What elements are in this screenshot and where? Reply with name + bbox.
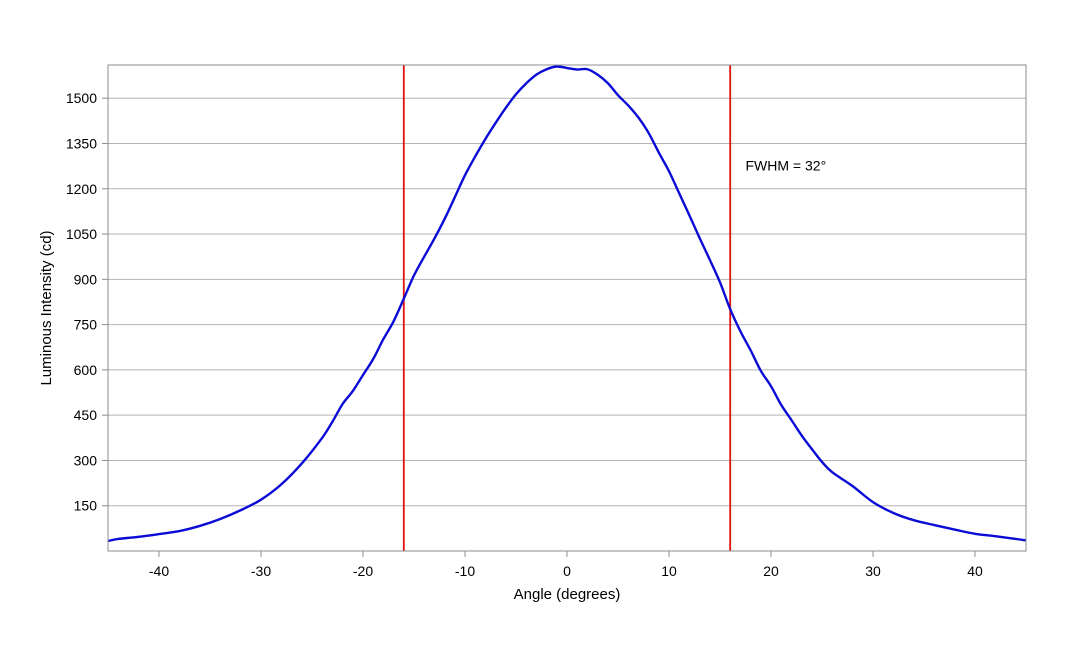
y-tick-label: 1200 — [66, 181, 97, 197]
y-tick-label: 450 — [74, 407, 98, 423]
reference-lines — [402, 65, 732, 551]
y-tick-label: 900 — [74, 271, 98, 287]
x-tick-label: -20 — [353, 563, 373, 579]
x-tick-label: -10 — [455, 563, 475, 579]
plot-frame — [107, 64, 1027, 552]
intensity-curve — [107, 65, 1027, 543]
annotations: FWHM = 32° — [746, 158, 827, 174]
grid-lines — [108, 97, 1026, 507]
x-tick-label: 30 — [865, 563, 881, 579]
fwhm-annotation: FWHM = 32° — [746, 158, 827, 174]
series-layer — [107, 65, 1027, 543]
x-tick-label: 40 — [967, 563, 983, 579]
y-tick-label: 600 — [74, 362, 98, 378]
x-tick-label: -30 — [251, 563, 271, 579]
x-tick-label: -40 — [149, 563, 169, 579]
x-axis-label: Angle (degrees) — [514, 586, 621, 603]
x-tick-label: 0 — [563, 563, 571, 579]
x-tick-label: 10 — [661, 563, 677, 579]
x-axis-ticks: -40 -30 -20 -10 0 10 20 30 40 — [149, 551, 983, 579]
y-tick-label: 300 — [74, 452, 98, 468]
y-tick-label: 1050 — [66, 226, 97, 242]
y-tick-label: 1500 — [66, 90, 97, 106]
y-tick-label: 1350 — [66, 135, 97, 151]
y-tick-label: 150 — [74, 498, 98, 514]
y-tick-label: 750 — [74, 317, 98, 333]
y-axis-label: Luminous Intensity (cd) — [38, 230, 55, 385]
x-tick-label: 20 — [763, 563, 779, 579]
y-axis-ticks: 150 300 450 600 750 900 1050 1200 1350 1500 — [66, 90, 108, 514]
